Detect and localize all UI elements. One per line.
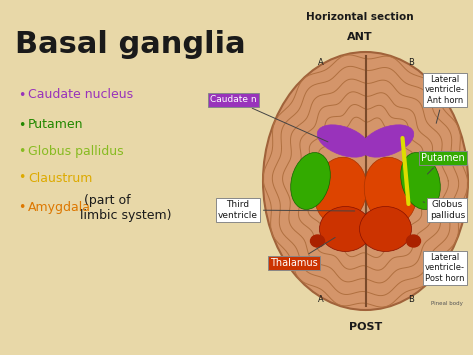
Ellipse shape [263,52,468,310]
Ellipse shape [319,207,371,251]
Text: •: • [18,146,26,158]
Text: Horizontal section: Horizontal section [306,12,414,22]
Text: Globus
pallidus: Globus pallidus [423,200,465,220]
Text: Pineal body: Pineal body [431,301,463,306]
Text: Lateral
ventricle-
Post horn: Lateral ventricle- Post horn [425,253,465,283]
Text: •: • [18,88,26,102]
Text: Caudate n: Caudate n [210,95,328,142]
Text: Amygdala: Amygdala [28,202,91,214]
Ellipse shape [401,153,440,209]
Ellipse shape [361,125,414,157]
Text: B: B [408,58,413,67]
Text: Putamen: Putamen [28,119,84,131]
Text: •: • [18,171,26,185]
Text: (part of
limbic system): (part of limbic system) [80,194,172,222]
Text: •: • [18,202,26,214]
Text: •: • [18,119,26,131]
Text: POST: POST [349,322,382,332]
Text: A: A [317,295,323,304]
Text: Caudate nucleus: Caudate nucleus [28,88,133,102]
Ellipse shape [359,207,412,251]
Text: Basal ganglia: Basal ganglia [15,30,245,59]
Text: Third
ventricle: Third ventricle [218,200,355,220]
Text: ANT: ANT [347,32,373,42]
Text: Lateral
ventricle-
Ant horn: Lateral ventricle- Ant horn [425,75,465,123]
Text: Globus pallidus: Globus pallidus [28,146,123,158]
Ellipse shape [310,235,324,247]
Text: A: A [317,58,323,67]
Ellipse shape [406,235,420,247]
Ellipse shape [291,153,330,209]
Ellipse shape [364,157,417,225]
Text: Putamen: Putamen [421,153,465,174]
Ellipse shape [317,125,370,157]
Text: B: B [408,295,413,304]
Text: Thalamus: Thalamus [270,237,335,268]
Ellipse shape [314,157,367,225]
Text: Claustrum: Claustrum [28,171,92,185]
